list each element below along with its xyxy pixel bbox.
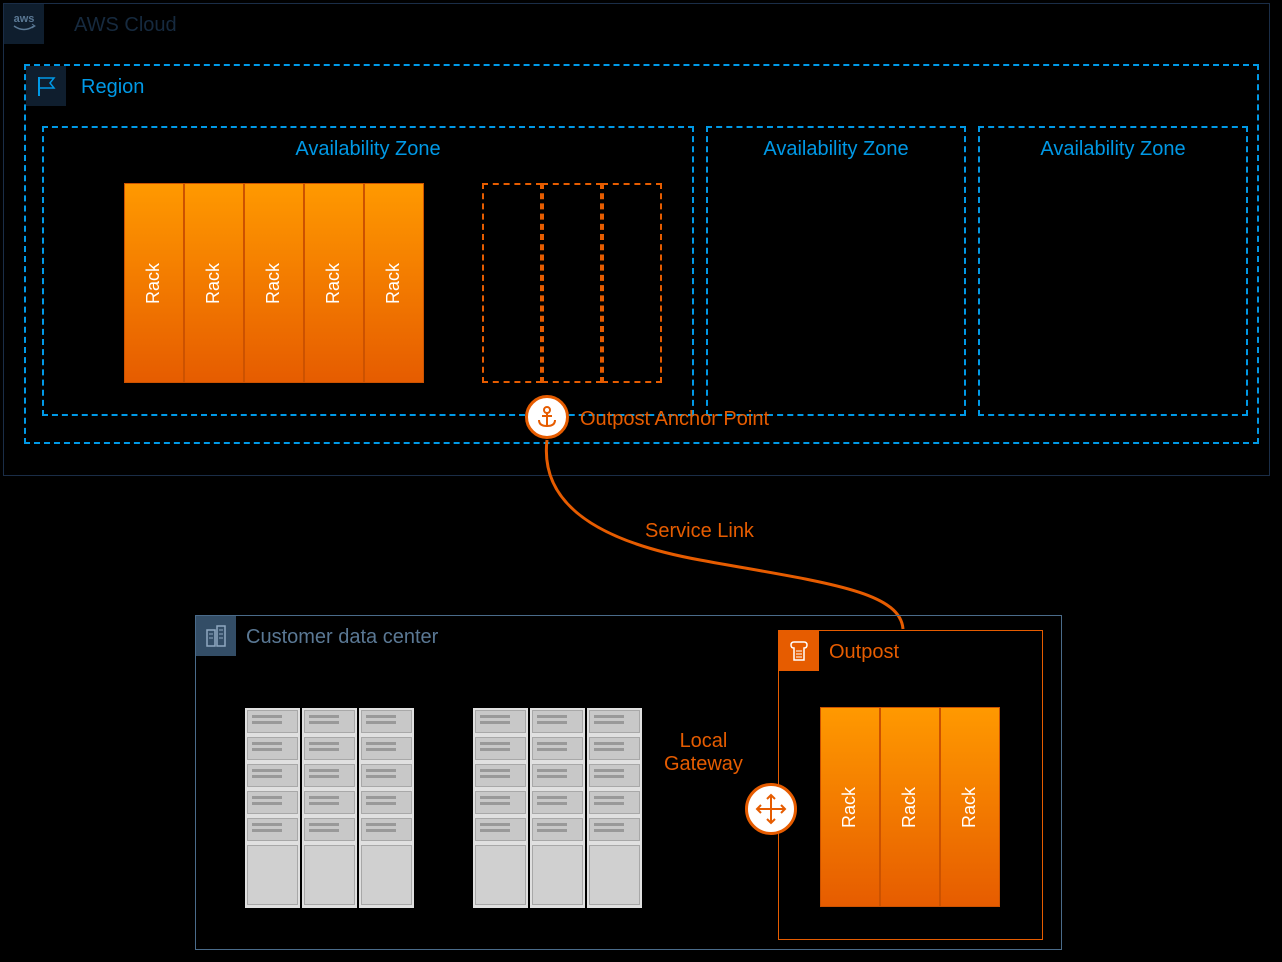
rack: Rack [244, 183, 304, 383]
empty-rack [482, 183, 542, 383]
anchor-point-label: Outpost Anchor Point [580, 408, 769, 431]
service-link-label: Service Link [645, 520, 754, 543]
rack-label: Rack [263, 262, 284, 303]
aws-logo-icon: aws [4, 4, 44, 44]
local-gateway-icon [745, 783, 797, 835]
anchor-point-icon [525, 395, 569, 439]
building-icon [196, 616, 236, 656]
rack-group-az1: Rack Rack Rack Rack Rack [124, 183, 424, 383]
rack: Rack [304, 183, 364, 383]
rack-label: Rack [323, 262, 344, 303]
rack: Rack [820, 707, 880, 907]
server-cluster-2 [473, 708, 642, 908]
server-rack [359, 708, 414, 908]
server-rack [473, 708, 528, 908]
outpost-label: Outpost [829, 641, 899, 664]
server-rack [587, 708, 642, 908]
empty-rack-group [482, 183, 662, 383]
az-2-label: Availability Zone [763, 138, 908, 161]
server-rack [245, 708, 300, 908]
svg-text:aws: aws [14, 13, 35, 25]
customer-dc-label: Customer data center [246, 626, 438, 649]
empty-rack [602, 183, 662, 383]
az-1-label: Availability Zone [295, 138, 440, 161]
availability-zone-1: Availability Zone Rack Rack Rack Rack Ra… [42, 126, 694, 416]
rack: Rack [880, 707, 940, 907]
aws-cloud-container: aws AWS Cloud Region Availability Zone R… [3, 3, 1270, 476]
outpost-rack-group: Rack Rack Rack [820, 707, 1000, 907]
empty-rack [542, 183, 602, 383]
local-gateway-label: Local Gateway [664, 730, 743, 776]
aws-cloud-label: AWS Cloud [74, 14, 177, 37]
region-label: Region [81, 76, 144, 99]
availability-zone-2: Availability Zone [706, 126, 966, 416]
az-3-label: Availability Zone [1040, 138, 1185, 161]
outpost-icon [779, 631, 819, 671]
server-rack [302, 708, 357, 908]
rack-label: Rack [839, 786, 860, 827]
rack-label: Rack [383, 262, 404, 303]
rack: Rack [940, 707, 1000, 907]
rack: Rack [364, 183, 424, 383]
availability-zone-3: Availability Zone [978, 126, 1248, 416]
server-cluster-1 [245, 708, 414, 908]
rack: Rack [124, 183, 184, 383]
server-rack [530, 708, 585, 908]
rack-label: Rack [959, 786, 980, 827]
rack-label: Rack [203, 262, 224, 303]
rack-label: Rack [899, 786, 920, 827]
rack: Rack [184, 183, 244, 383]
region-container: Region Availability Zone Rack Rack Rack … [24, 64, 1259, 444]
rack-label: Rack [143, 262, 164, 303]
flag-icon [26, 66, 66, 106]
